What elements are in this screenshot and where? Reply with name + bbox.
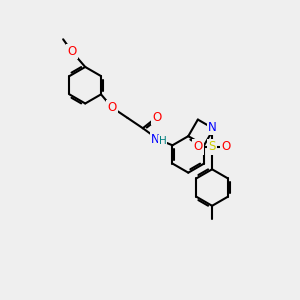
Text: O: O: [67, 45, 76, 58]
Text: H: H: [159, 136, 167, 146]
Text: O: O: [152, 110, 162, 124]
Text: N: N: [151, 133, 160, 146]
Text: O: O: [193, 140, 203, 153]
Text: S: S: [208, 140, 216, 153]
Text: N: N: [208, 121, 217, 134]
Text: O: O: [108, 101, 117, 114]
Text: O: O: [222, 140, 231, 153]
